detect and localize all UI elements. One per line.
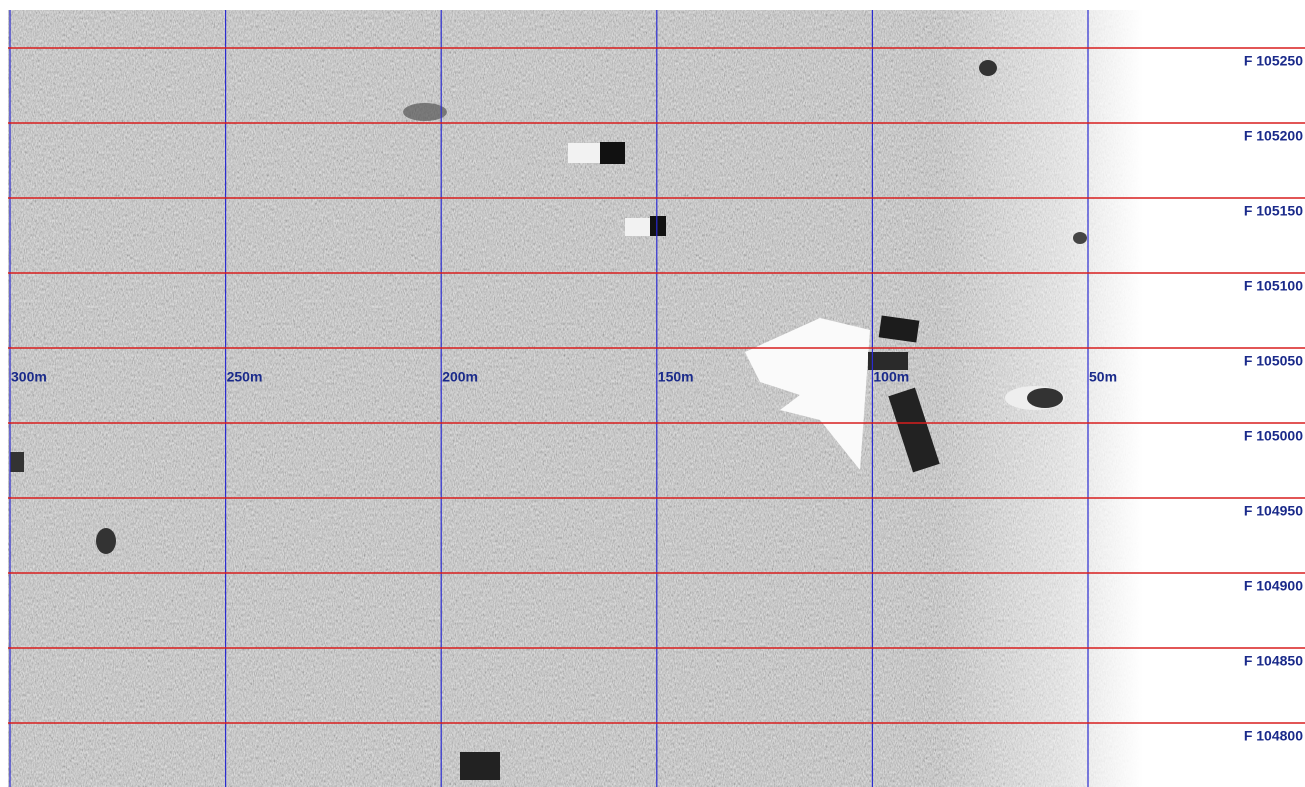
target bbox=[403, 103, 447, 121]
sonar-display: 300m 250m 200m 150m 100m 50m F 105250 F 105200 F… bbox=[0, 0, 1305, 787]
range-label: 50m bbox=[1089, 369, 1117, 385]
target bbox=[460, 752, 500, 780]
wreck-part bbox=[868, 352, 908, 370]
target bbox=[600, 142, 625, 164]
target bbox=[1027, 388, 1063, 408]
fix-label: F 105250 bbox=[1244, 53, 1303, 69]
fix-label: F 104850 bbox=[1244, 653, 1303, 669]
target bbox=[96, 528, 116, 554]
fix-label: F 105150 bbox=[1244, 203, 1303, 219]
range-label: 150m bbox=[658, 369, 694, 385]
target bbox=[1073, 232, 1087, 244]
fix-label: F 104800 bbox=[1244, 728, 1303, 744]
fix-label: F 105000 bbox=[1244, 428, 1303, 444]
target-shadow bbox=[625, 218, 653, 236]
fix-label: F 104950 bbox=[1244, 503, 1303, 519]
range-label: 300m bbox=[11, 369, 47, 385]
sonar-edge bbox=[8, 10, 1143, 787]
range-label: 100m bbox=[873, 369, 909, 385]
fix-label: F 105100 bbox=[1244, 278, 1303, 294]
fix-label: F 105050 bbox=[1244, 353, 1303, 369]
page: 300m 250m 200m 150m 100m 50m F 105250 F 105200 F… bbox=[0, 0, 1305, 787]
fix-label: F 104900 bbox=[1244, 578, 1303, 594]
target bbox=[979, 60, 997, 76]
fix-label: F 105200 bbox=[1244, 128, 1303, 144]
range-label: 200m bbox=[442, 369, 478, 385]
target bbox=[10, 452, 24, 472]
range-label: 250m bbox=[227, 369, 263, 385]
target bbox=[650, 216, 666, 236]
